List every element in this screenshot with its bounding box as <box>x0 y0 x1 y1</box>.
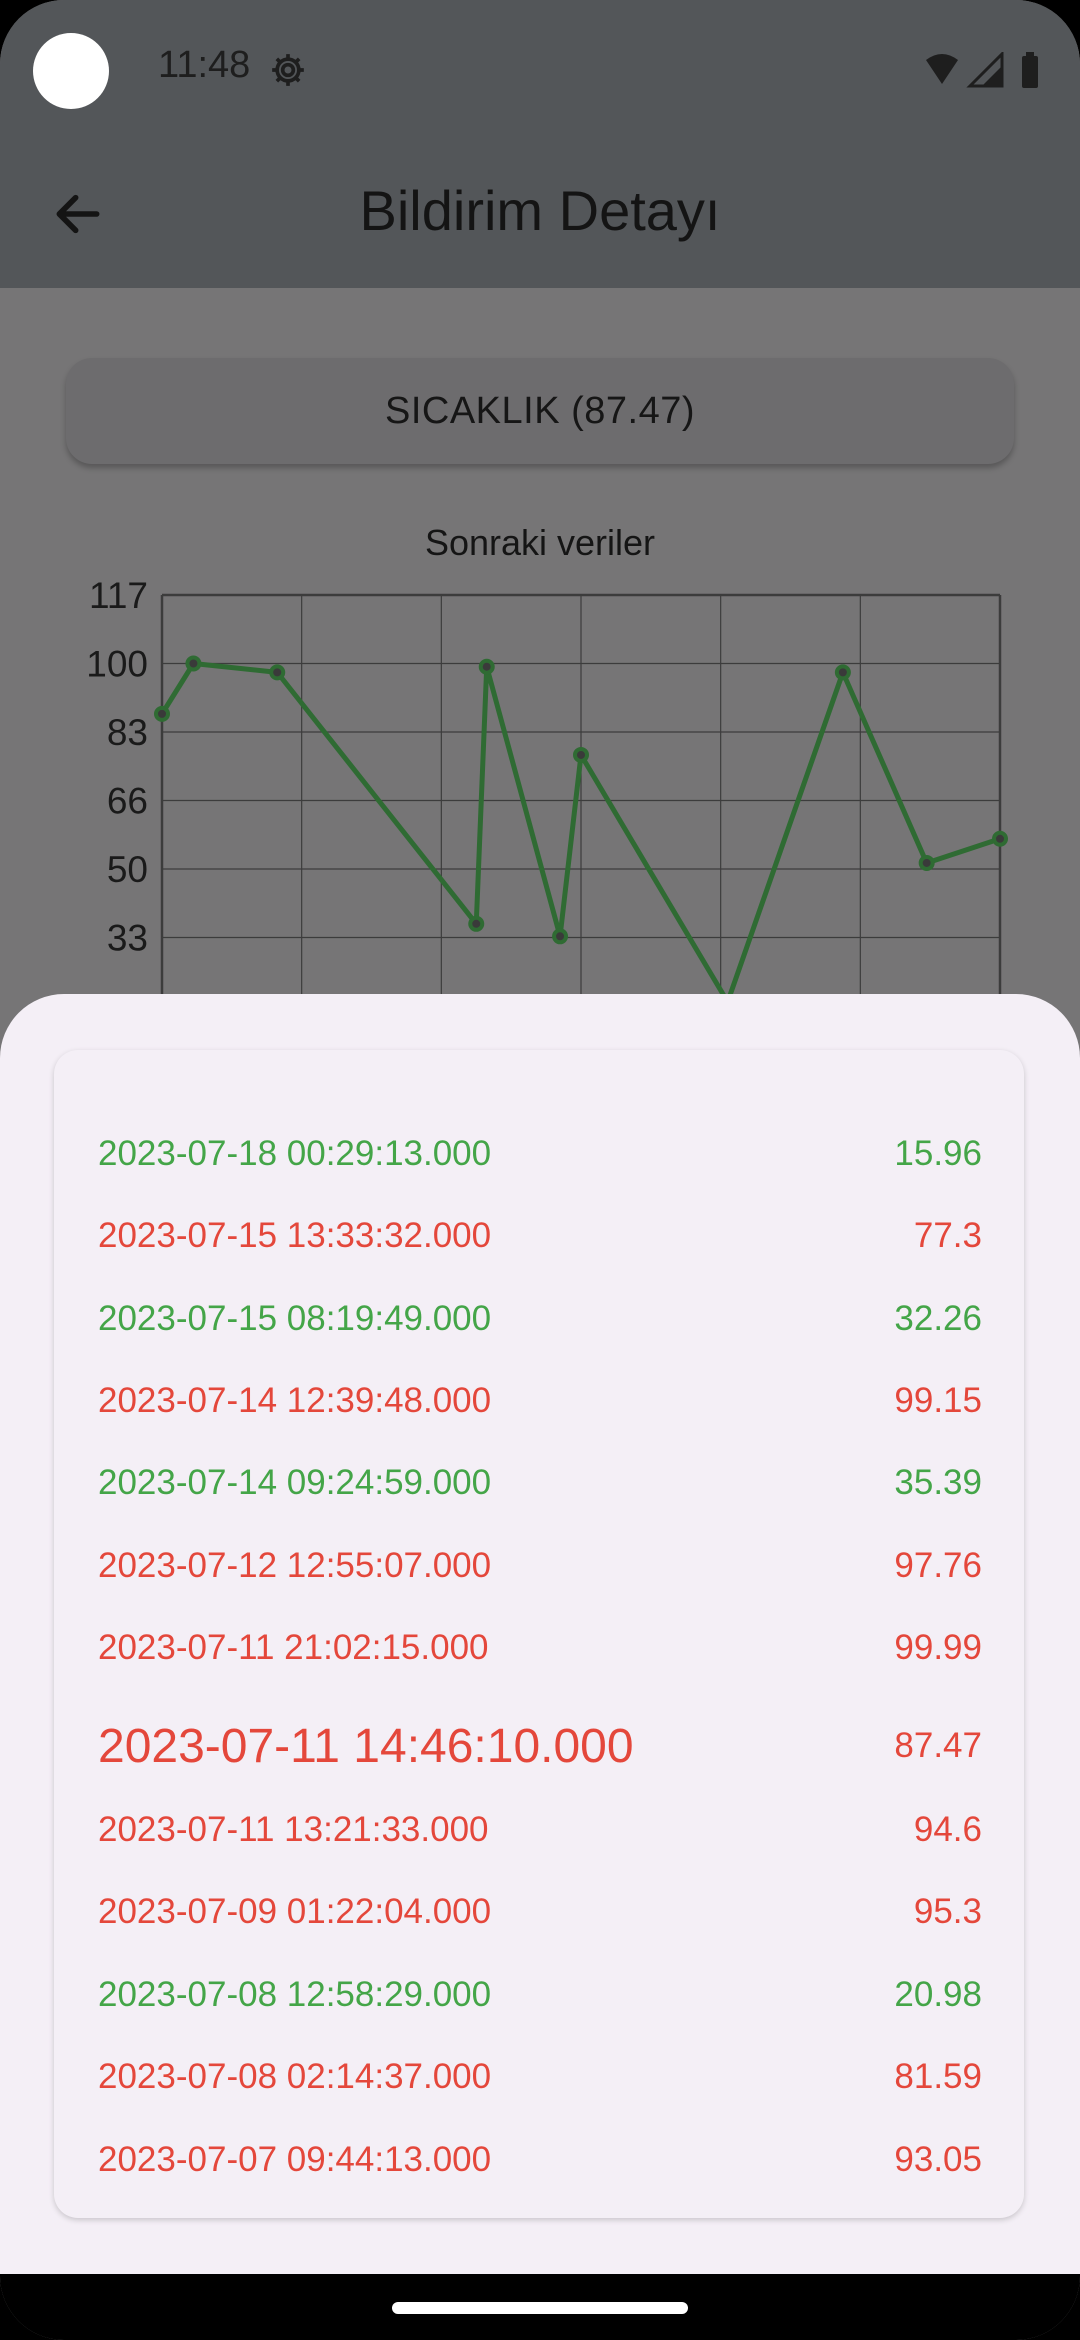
reading-value: 35.39 <box>894 1463 982 1502</box>
chart-point <box>269 664 286 681</box>
chart-point <box>573 746 589 763</box>
reading-timestamp: 2023-07-08 12:58:29.000 <box>98 1975 492 2014</box>
reading-value: 81.59 <box>894 2057 982 2096</box>
reading-timestamp: 2023-07-15 08:19:49.000 <box>98 1299 492 1338</box>
y-tick-label: 83 <box>107 712 148 753</box>
settings-gear-icon <box>272 54 304 86</box>
reading-timestamp: 2023-07-14 12:39:48.000 <box>98 1381 492 1420</box>
reading-value: 15.96 <box>894 1134 982 1173</box>
chart-point <box>468 915 485 932</box>
reading-value: 95.3 <box>913 1892 982 1931</box>
reading-value: 94.6 <box>913 1810 982 1849</box>
battery-icon <box>1022 56 1038 88</box>
reading-row: 2023-07-09 01:22:04.000 95.3 <box>98 1892 982 1932</box>
reading-row: 2023-07-11 13:21:33.000 94.6 <box>98 1810 982 1850</box>
status-time: 11:48 <box>158 44 251 86</box>
reading-value: 93.05 <box>894 2140 982 2179</box>
reading-timestamp: 2023-07-12 12:55:07.000 <box>98 1546 492 1585</box>
reading-row: 2023-07-14 12:39:48.000 99.15 <box>98 1381 982 1421</box>
chart-grid <box>160 593 1002 1000</box>
sensor-button[interactable]: SICAKLIK (87.47) <box>66 358 1014 464</box>
chart-point <box>478 658 495 675</box>
page-title: Bildirim Detayı <box>359 179 721 242</box>
camera-cutout <box>33 33 109 109</box>
chart-point <box>552 928 569 945</box>
reading-row: 2023-07-07 09:44:13.000 93.05 <box>98 2140 982 2180</box>
reading-timestamp: 2023-07-09 01:22:04.000 <box>98 1892 492 1931</box>
reading-timestamp: 2023-07-14 09:24:59.000 <box>98 1463 492 1502</box>
chart-point <box>992 830 1008 847</box>
chart-point <box>918 854 935 871</box>
reading-timestamp: 2023-07-11 13:21:33.000 <box>98 1810 489 1849</box>
line-chart: 117 100 83 66 50 33 <box>86 575 1008 1000</box>
reading-timestamp: 2023-07-11 21:02:15.000 <box>98 1628 489 1667</box>
home-gesture-handle[interactable] <box>392 2302 688 2314</box>
reading-timestamp: 2023-07-07 09:44:13.000 <box>98 2140 492 2179</box>
status-bar: 11:48 <box>0 0 1080 140</box>
reading-value: 99.99 <box>894 1628 982 1667</box>
reading-row: 2023-07-15 08:19:49.000 32.26 <box>98 1299 982 1339</box>
reading-value: 99.15 <box>894 1381 982 1420</box>
reading-row: 2023-07-12 12:55:07.000 97.76 <box>98 1546 982 1586</box>
reading-timestamp: 2023-07-15 13:33:32.000 <box>98 1216 492 1255</box>
reading-value: 87.47 <box>894 1726 982 1765</box>
reading-value: 97.76 <box>894 1546 982 1585</box>
chart-y-axis: 117 100 83 66 50 33 <box>86 575 148 959</box>
reading-value: 20.98 <box>894 1975 982 2014</box>
reading-timestamp: 2023-07-11 14:46:10.000 <box>98 1719 634 1773</box>
reading-row: 2023-07-08 02:14:37.000 81.59 <box>98 2057 982 2097</box>
reading-row: 2023-07-18 00:29:13.000 15.96 <box>98 1134 982 1174</box>
y-tick-label: 117 <box>89 575 148 616</box>
reading-timestamp: 2023-07-18 00:29:13.000 <box>98 1134 492 1173</box>
reading-row: 2023-07-15 13:33:32.000 77.3 <box>98 1216 982 1256</box>
arrow-back-icon[interactable] <box>50 186 106 242</box>
reading-row: 2023-07-11 21:02:15.000 99.99 <box>98 1628 982 1668</box>
reading-row: 2023-07-08 12:58:29.000 20.98 <box>98 1975 982 2015</box>
chart-points <box>154 655 1008 1000</box>
y-tick-label: 100 <box>86 644 148 685</box>
y-tick-label: 33 <box>107 918 148 959</box>
reading-value: 77.3 <box>913 1216 982 1255</box>
system-status-icons <box>926 52 1038 88</box>
reading-row: 2023-07-11 14:46:10.000 87.47 <box>98 1716 982 1776</box>
wifi-icon <box>926 54 958 84</box>
app-bar <box>0 140 1080 288</box>
y-tick-label: 66 <box>107 781 148 822</box>
chart-title: Sonraki veriler <box>424 522 656 563</box>
chart-point <box>185 655 202 672</box>
readings-card <box>54 1050 1024 2218</box>
chart-point <box>834 664 851 681</box>
chart-point <box>154 705 170 722</box>
reading-timestamp: 2023-07-08 02:14:37.000 <box>98 2057 492 2096</box>
y-tick-label: 50 <box>107 849 148 890</box>
reading-value: 32.26 <box>894 1299 982 1338</box>
reading-row: 2023-07-14 09:24:59.000 35.39 <box>98 1463 982 1503</box>
